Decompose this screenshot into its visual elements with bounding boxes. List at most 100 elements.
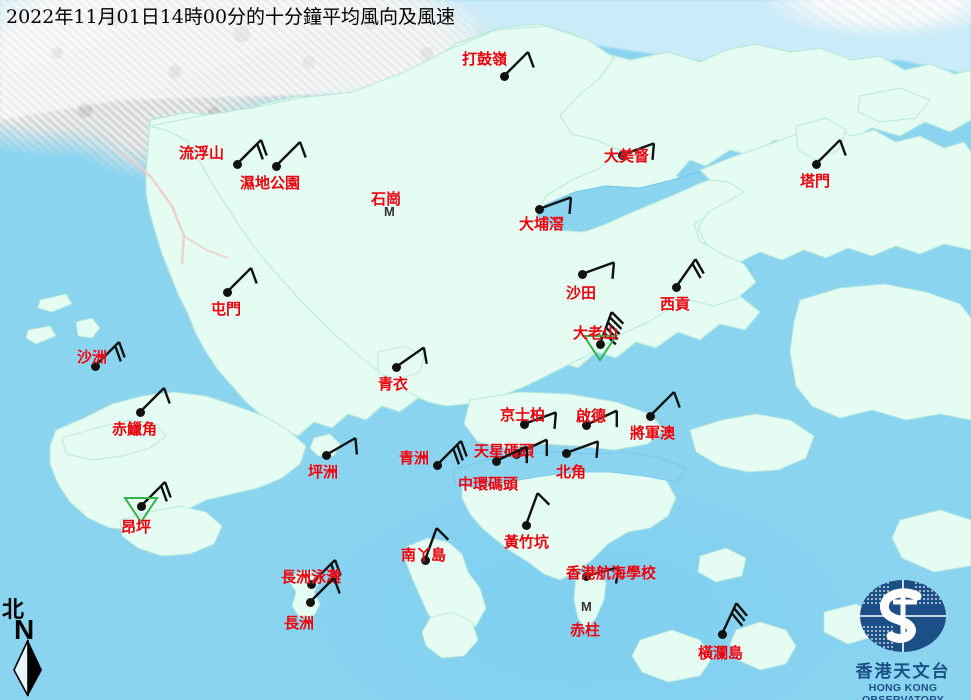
station-dot (645, 411, 655, 421)
hko-logo: 香港天文台 HONG KONG OBSERVATORY (838, 578, 968, 700)
border-road (117, 149, 186, 265)
station-label-sha-chau: 沙洲 (77, 348, 108, 366)
missing-data-marker: M (384, 204, 395, 219)
elevated-station-marker-icon (582, 335, 618, 362)
wind-barb-kai-tak (585, 409, 619, 428)
wind-barb-hk-sea-school (585, 566, 621, 584)
station-label-ta-kwu-ling: 打鼓嶺 (462, 50, 508, 68)
station-label-sai-kung: 西貢 (660, 295, 691, 313)
wind-barb-north-point (565, 440, 600, 458)
land-lamma-south (421, 611, 479, 659)
wind-barb-chek-lap-kok (139, 387, 171, 413)
wind-barb-wetland-park (275, 141, 307, 167)
station-dot (581, 571, 591, 581)
station-label-kai-tak: 啟德 (576, 407, 607, 425)
wind-barb-central-pier (495, 445, 529, 464)
station-dot (811, 159, 821, 169)
station-label-shek-kong: 石崗 (371, 190, 402, 208)
station-label-waglan-island: 橫瀾島 (698, 644, 744, 662)
hko-logo-en: HONG KONG OBSERVATORY (861, 682, 945, 700)
station-label-tates-cairn: 大老山 (573, 324, 619, 342)
station-label-wetland-park: 濕地公園 (240, 174, 301, 192)
land-islet-b (25, 325, 57, 345)
station-label-green-island: 青洲 (399, 449, 430, 467)
station-dot (491, 456, 501, 466)
station-label-tuen-mun: 屯門 (211, 300, 242, 318)
station-label-hk-sea-school: 香港航海學校 (566, 564, 657, 582)
station-dot (232, 159, 242, 169)
land-clearwater-bay (689, 413, 815, 473)
station-dot (432, 460, 442, 470)
land-ne-islets (857, 87, 931, 123)
wind-barb-sha-tin (581, 261, 616, 279)
station-dot (136, 501, 146, 511)
wind-barb-kings-park (523, 411, 558, 429)
station-label-tai-mei-tuk: 大美督 (604, 147, 650, 165)
station-label-north-point: 北角 (556, 463, 587, 481)
station-label-central-pier: 中環碼頭 (458, 475, 519, 493)
land-tap-mun (795, 117, 847, 161)
land-east-coast (789, 283, 971, 421)
land-sai-kung-peninsula (697, 125, 971, 263)
wind-barb-tai-po-kau (538, 196, 573, 214)
station-label-tai-po-kau: 大埔滘 (519, 215, 565, 233)
land-po-toi (729, 621, 797, 671)
compass-north-arrow-icon (13, 639, 42, 697)
station-dot (581, 420, 591, 430)
station-dot (306, 579, 316, 589)
station-dot (519, 419, 529, 429)
station-label-sha-tin: 沙田 (566, 284, 597, 302)
station-dot (534, 204, 544, 214)
station-dot (90, 361, 100, 371)
water-victoria-harbour (451, 451, 687, 489)
station-label-lamma-island: 南丫島 (401, 546, 447, 564)
land-kowloon-wedge (463, 391, 665, 451)
station-label-tsing-yi: 青衣 (378, 375, 409, 393)
wind-barb-tai-mei-tuk (621, 142, 656, 160)
station-dot (561, 448, 571, 458)
station-label-peng-chau: 坪洲 (308, 463, 339, 481)
land-islet-ne-corner (891, 509, 971, 573)
border-road-2 (183, 235, 229, 259)
wind-barb-tuen-mun (226, 267, 258, 293)
station-dot (521, 520, 531, 530)
station-dot (271, 161, 281, 171)
station-dot (499, 71, 509, 81)
station-dot (717, 629, 727, 639)
wind-barb-ngong-ping (140, 481, 172, 507)
station-label-kings-park: 京士柏 (500, 406, 546, 424)
compass-north-cn: 北 (2, 597, 25, 623)
wind-barb-lamma-island (423, 527, 450, 561)
wind-barb-sha-chau (94, 341, 126, 367)
wind-barb-wong-chuk-hang (524, 492, 551, 526)
station-dot (321, 450, 331, 460)
station-dot (671, 282, 681, 292)
station-dot (577, 269, 587, 279)
station-label-cheung-chau-beach: 長洲泳灘 (281, 568, 342, 586)
station-dot (391, 362, 401, 372)
station-label-stanley: 赤柱 (570, 621, 601, 639)
station-label-cheung-chau: 長洲 (284, 614, 315, 632)
station-label-chek-lap-kok: 赤鱲角 (112, 420, 158, 438)
missing-data-marker: M (581, 599, 592, 614)
wind-barb-ta-kwu-ling (503, 51, 535, 77)
compass-rose: 北 N (2, 592, 64, 698)
station-label-wong-chuk-hang: 黃竹坑 (504, 533, 550, 551)
land-islet-se (631, 629, 713, 683)
wind-barb-tsing-yi (395, 346, 428, 368)
wind-barb-cheung-chau-beach (310, 559, 342, 585)
land-sha-chau (75, 317, 101, 339)
wind-barb-tap-mun (815, 139, 847, 165)
wind-barb-peng-chau (325, 436, 359, 457)
land-islet-e (697, 547, 747, 583)
wind-barb-cheung-chau (309, 577, 341, 603)
compass-north-en: N (14, 614, 35, 645)
hko-logo-cn: 香港天文台 (855, 662, 951, 682)
station-label-star-ferry: 天星碼頭 (474, 442, 535, 460)
station-label-ngong-ping: 昂坪 (121, 518, 152, 536)
land-lantau-south (119, 505, 223, 557)
station-dot (135, 407, 145, 417)
wind-barb-tseung-kwan-o (649, 391, 681, 417)
